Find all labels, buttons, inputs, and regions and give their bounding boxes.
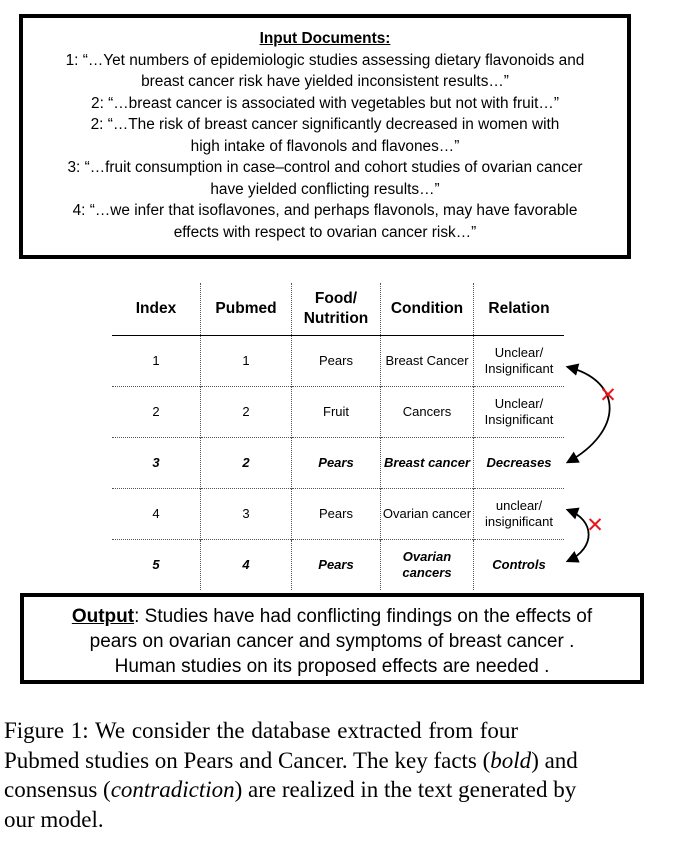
header-food-nutrition: Food/ Nutrition	[291, 283, 381, 336]
cell-food: Pears	[291, 437, 381, 489]
header-pubmed: Pubmed	[200, 283, 292, 336]
cell-pubmed: 2	[200, 386, 292, 438]
document-line: have yielded conflicting results…”	[210, 180, 440, 198]
cell-relation: Unclear/ Insignificant	[473, 386, 564, 438]
cell-condition: Breast cancer	[380, 437, 474, 489]
cell-food: Pears	[291, 488, 381, 540]
cell-condition: Ovarian cancer	[380, 488, 474, 540]
table-header-row: Index Pubmed Food/ Nutrition Condition R…	[112, 283, 564, 336]
document-line: 1: “…Yet numbers of epidemiologic studie…	[65, 51, 585, 69]
cell-condition: Breast Cancer	[380, 335, 474, 387]
header-relation: Relation	[473, 283, 564, 336]
document-line: breast cancer risk have yielded inconsis…	[141, 73, 509, 90]
cell-food: Fruit	[291, 386, 381, 438]
caption-text: ) are realized in the text generated by	[234, 777, 577, 802]
table-row: 2 2 Fruit Cancers Unclear/ Insignificant	[112, 386, 564, 438]
cell-relation: unclear/ insignificant	[473, 488, 564, 540]
contradiction-arrow-upper	[565, 363, 611, 464]
output-line: pears on ovarian cancer and symptoms of …	[89, 631, 575, 652]
cell-pubmed: 2	[200, 437, 292, 489]
caption-text: consensus (	[4, 777, 111, 802]
caption-text: Pubmed studies on Pears and Cancer. The …	[4, 747, 491, 773]
cell-pubmed: 1	[200, 335, 292, 387]
cell-index: 2	[152, 404, 160, 419]
header-condition: Condition	[380, 283, 474, 336]
header-index: Index	[135, 300, 177, 317]
document-line: 4: “…we infer that isoflavones, and perh…	[72, 202, 578, 219]
input-documents-box: Input Documents: 1: “…Yet numbers of epi…	[19, 14, 631, 262]
table-row: 4 3 Pears Ovarian cancer unclear/ insign…	[112, 488, 564, 540]
caption-line: consensus (contradiction) are realized i…	[4, 775, 668, 805]
document-line: 3: “…fruit consumption in case–control a…	[67, 159, 583, 176]
table-row-key-fact: 5 4 Pears Ovarian cancers Controls	[112, 539, 564, 590]
caption-emphasis: bold	[490, 747, 532, 773]
output-line: Output: Studies have had conflicting fin…	[24, 604, 640, 629]
cell-index: 5	[152, 557, 160, 572]
cell-food: Pears	[291, 335, 381, 387]
caption-line: our model.	[4, 806, 104, 832]
caption-line: Pubmed studies on Pears and Cancer. The …	[4, 746, 668, 776]
document-line: 2: “…The risk of breast cancer significa…	[90, 116, 560, 133]
document-line: 2: “…breast cancer is associated with ve…	[91, 94, 559, 112]
cell-index: 1	[152, 353, 160, 368]
table-row: 1 1 Pears Breast Cancer Unclear/ Insigni…	[112, 335, 564, 387]
output-line: Human studies on its proposed effects ar…	[114, 656, 550, 677]
cell-food: Pears	[291, 539, 381, 590]
contradiction-x-icon: ✕	[586, 513, 604, 537]
cell-relation: Decreases	[473, 437, 564, 489]
cell-index: 4	[152, 506, 160, 521]
output-box: Output: Studies have had conflicting fin…	[20, 593, 644, 684]
contradiction-x-icon: ✕	[599, 383, 617, 407]
output-text: : Studies have had conflicting findings …	[134, 606, 593, 627]
cell-index: 3	[152, 455, 160, 470]
output-label: Output	[71, 606, 135, 627]
cell-pubmed: 3	[200, 488, 292, 540]
document-line: high intake of flavonols and flavones…”	[190, 137, 460, 155]
cell-condition: Cancers	[380, 386, 474, 438]
caption-line: Figure 1: We consider the database extra…	[4, 718, 519, 743]
cell-relation: Controls	[473, 539, 564, 590]
figure-caption: Figure 1: We consider the database extra…	[4, 716, 668, 834]
document-line: effects with respect to ovarian cancer r…	[173, 223, 477, 241]
contradiction-arrow-lower	[565, 507, 590, 563]
facts-table: Index Pubmed Food/ Nutrition Condition R…	[112, 283, 564, 590]
table-row-key-fact: 3 2 Pears Breast cancer Decreases	[112, 437, 564, 489]
input-documents-title: Input Documents:	[259, 30, 391, 47]
cell-pubmed: 4	[200, 539, 292, 590]
caption-text: ) and	[531, 747, 578, 773]
ellipsis-line: …	[317, 245, 333, 262]
cell-condition: Ovarian cancers	[380, 539, 474, 590]
cell-relation: Unclear/ Insignificant	[473, 335, 564, 387]
caption-emphasis: contradiction	[110, 777, 235, 802]
